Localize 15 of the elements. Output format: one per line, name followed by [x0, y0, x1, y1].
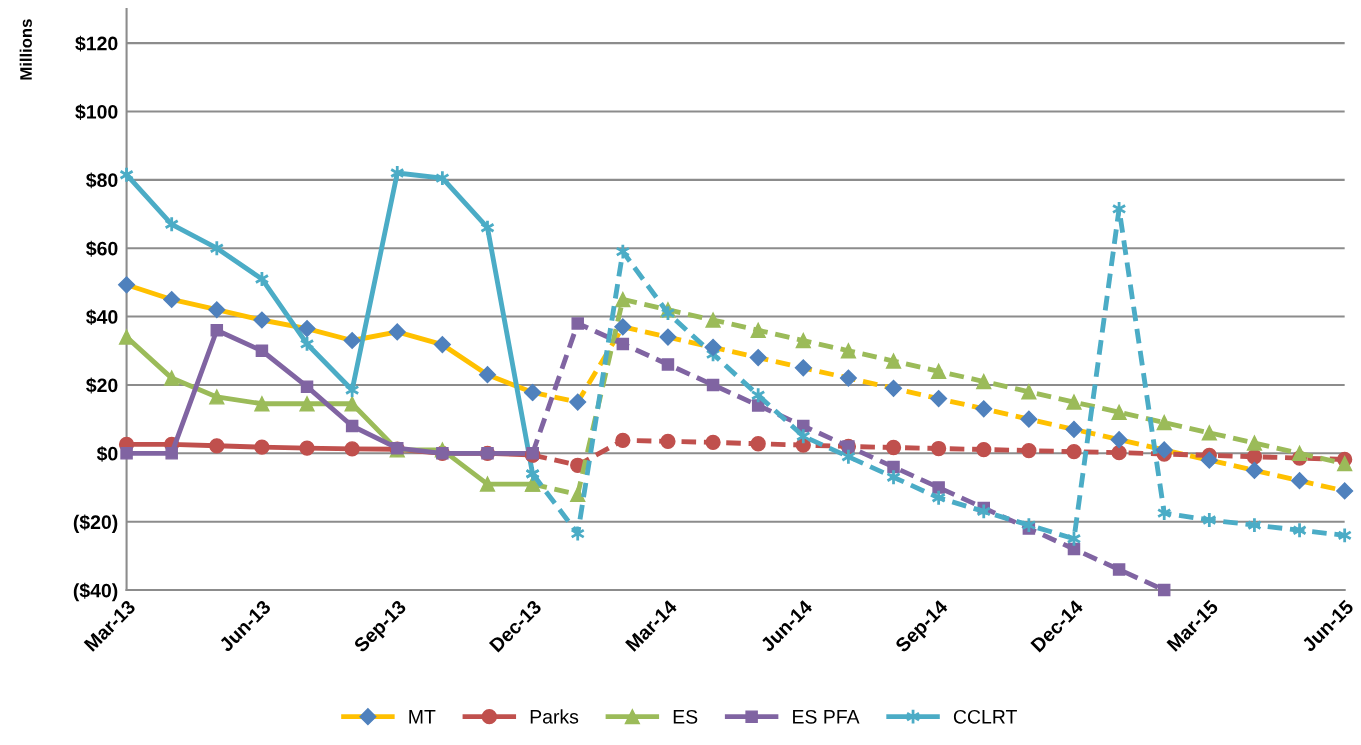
legend-label: Parks [530, 709, 579, 724]
y-axis-title: Millions [19, 19, 32, 80]
y-tick-label: $20 [86, 377, 118, 394]
y-tick-label: $100 [75, 104, 118, 120]
legend-label: ES [673, 709, 698, 724]
legend-label: ES PFA [793, 709, 860, 724]
y-tick-label: $120 [75, 35, 118, 52]
y-tick-label: $40 [86, 309, 118, 326]
legend-label: CCLRT [953, 709, 1017, 724]
y-tick-label: ($40) [73, 582, 118, 602]
y-tick-label: ($20) [73, 514, 118, 533]
y-tick-label: $0 [96, 445, 118, 462]
y-tick-label: $60 [86, 240, 118, 257]
y-tick-label: $80 [86, 172, 118, 189]
legend-label: MT [409, 710, 436, 724]
